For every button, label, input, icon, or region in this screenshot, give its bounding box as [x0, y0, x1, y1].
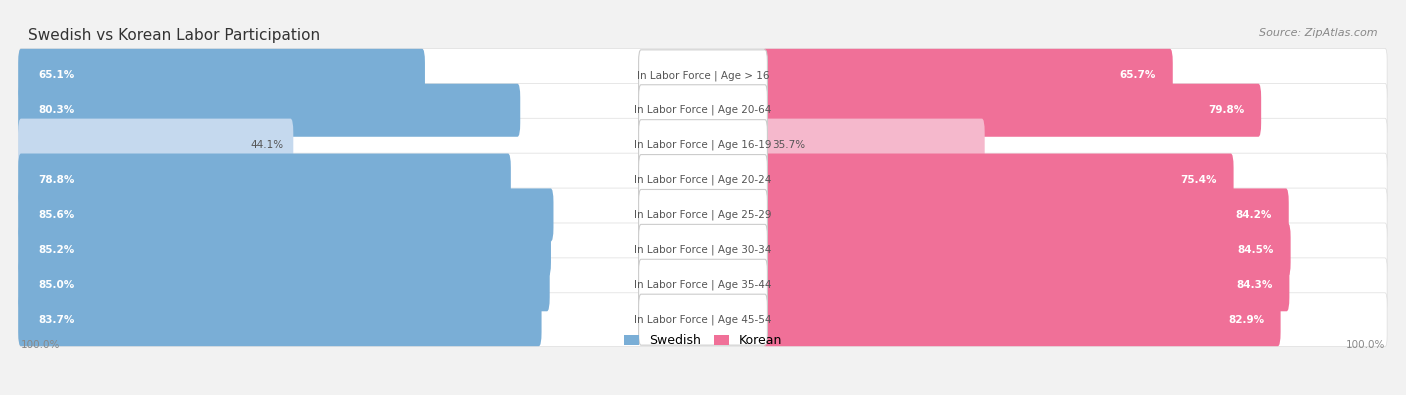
Text: In Labor Force | Age 45-54: In Labor Force | Age 45-54 [634, 314, 772, 325]
FancyBboxPatch shape [762, 154, 1233, 207]
FancyBboxPatch shape [762, 293, 1281, 346]
FancyBboxPatch shape [18, 118, 294, 172]
Text: 44.1%: 44.1% [250, 140, 284, 150]
Text: 65.1%: 65.1% [38, 70, 75, 80]
Text: 83.7%: 83.7% [38, 315, 75, 325]
Text: 79.8%: 79.8% [1208, 105, 1244, 115]
Text: In Labor Force | Age 20-64: In Labor Force | Age 20-64 [634, 105, 772, 115]
FancyBboxPatch shape [762, 258, 1289, 311]
FancyBboxPatch shape [18, 188, 1388, 242]
Text: In Labor Force | Age 16-19: In Labor Force | Age 16-19 [634, 140, 772, 150]
Text: 78.8%: 78.8% [38, 175, 75, 185]
Text: 80.3%: 80.3% [38, 105, 75, 115]
Text: 84.3%: 84.3% [1236, 280, 1272, 290]
Legend: Swedish, Korean: Swedish, Korean [624, 334, 782, 347]
Text: 75.4%: 75.4% [1181, 175, 1218, 185]
Text: In Labor Force | Age 35-44: In Labor Force | Age 35-44 [634, 280, 772, 290]
Text: Swedish vs Korean Labor Participation: Swedish vs Korean Labor Participation [28, 28, 321, 43]
Text: In Labor Force | Age 20-24: In Labor Force | Age 20-24 [634, 175, 772, 185]
FancyBboxPatch shape [18, 49, 1388, 102]
Text: 100.0%: 100.0% [1346, 340, 1385, 350]
FancyBboxPatch shape [638, 224, 768, 275]
Text: 65.7%: 65.7% [1119, 70, 1156, 80]
FancyBboxPatch shape [18, 118, 1388, 172]
Text: 85.2%: 85.2% [38, 245, 75, 255]
Text: In Labor Force | Age 30-34: In Labor Force | Age 30-34 [634, 245, 772, 255]
FancyBboxPatch shape [18, 83, 1388, 137]
Text: Source: ZipAtlas.com: Source: ZipAtlas.com [1260, 28, 1378, 38]
FancyBboxPatch shape [762, 188, 1289, 241]
Text: 85.0%: 85.0% [38, 280, 75, 290]
FancyBboxPatch shape [762, 223, 1291, 276]
FancyBboxPatch shape [18, 258, 550, 311]
FancyBboxPatch shape [638, 50, 768, 101]
FancyBboxPatch shape [762, 49, 1173, 102]
FancyBboxPatch shape [762, 118, 984, 172]
FancyBboxPatch shape [638, 190, 768, 241]
FancyBboxPatch shape [18, 84, 520, 137]
Text: 84.5%: 84.5% [1237, 245, 1274, 255]
Text: 82.9%: 82.9% [1227, 315, 1264, 325]
Text: 84.2%: 84.2% [1236, 210, 1272, 220]
Text: 85.6%: 85.6% [38, 210, 75, 220]
FancyBboxPatch shape [638, 294, 768, 345]
FancyBboxPatch shape [18, 258, 1388, 312]
FancyBboxPatch shape [18, 154, 510, 207]
FancyBboxPatch shape [762, 84, 1261, 137]
FancyBboxPatch shape [18, 293, 541, 346]
Text: In Labor Force | Age > 16: In Labor Force | Age > 16 [637, 70, 769, 81]
Text: In Labor Force | Age 25-29: In Labor Force | Age 25-29 [634, 210, 772, 220]
FancyBboxPatch shape [18, 223, 1388, 277]
FancyBboxPatch shape [18, 153, 1388, 207]
FancyBboxPatch shape [638, 259, 768, 310]
FancyBboxPatch shape [18, 223, 551, 276]
Text: 100.0%: 100.0% [21, 340, 60, 350]
FancyBboxPatch shape [18, 293, 1388, 346]
FancyBboxPatch shape [18, 188, 554, 241]
FancyBboxPatch shape [638, 154, 768, 205]
Text: 35.7%: 35.7% [772, 140, 806, 150]
FancyBboxPatch shape [638, 85, 768, 136]
FancyBboxPatch shape [638, 120, 768, 171]
FancyBboxPatch shape [18, 49, 425, 102]
